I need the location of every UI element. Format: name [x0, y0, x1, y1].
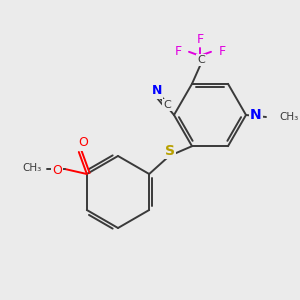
Text: O: O	[78, 136, 88, 149]
Text: F: F	[218, 45, 226, 58]
Text: CH₃: CH₃	[279, 112, 298, 122]
Text: N: N	[250, 108, 262, 122]
Text: F: F	[174, 45, 182, 58]
Text: S: S	[165, 144, 175, 158]
Text: F: F	[196, 33, 204, 46]
Text: N: N	[152, 85, 162, 98]
Text: CH₃: CH₃	[22, 163, 42, 173]
Text: O: O	[52, 164, 62, 176]
Text: C: C	[197, 55, 205, 65]
Text: C: C	[163, 100, 171, 110]
